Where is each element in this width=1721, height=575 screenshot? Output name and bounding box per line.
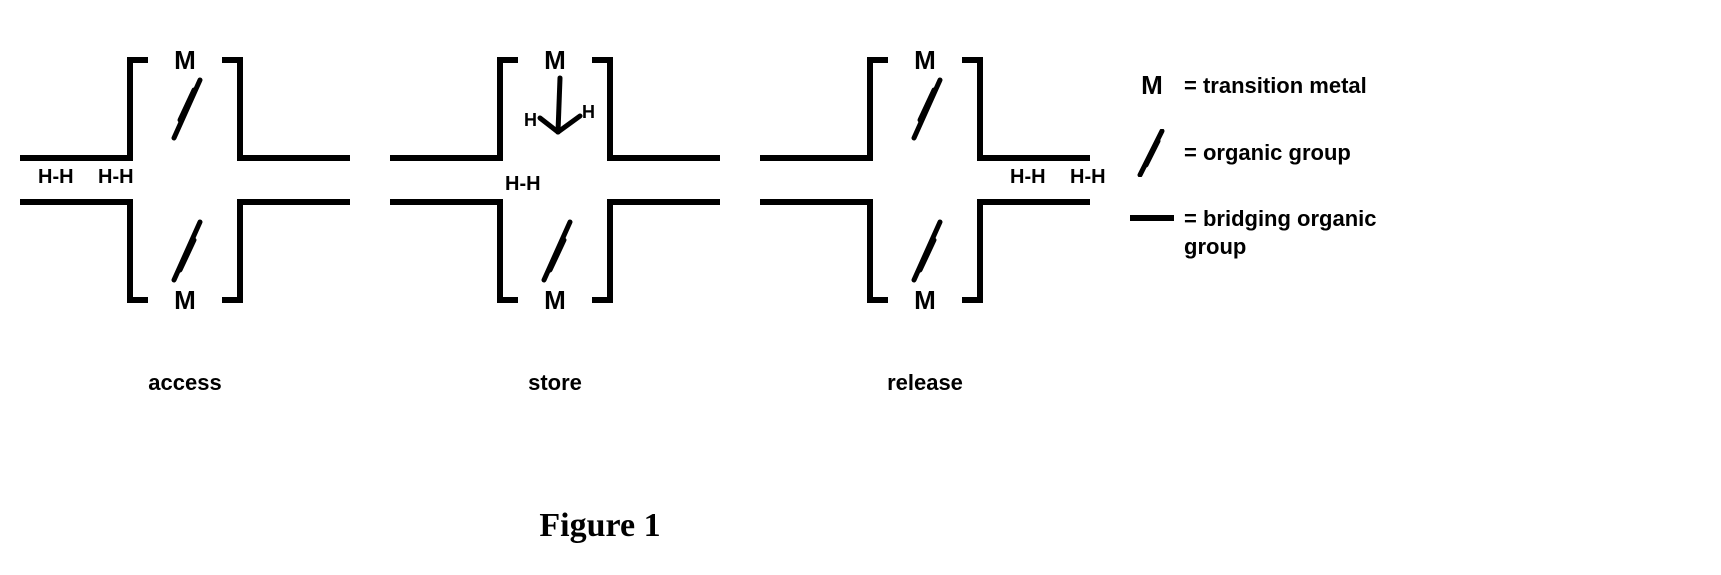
legend: M = transition metal = organic group = b… bbox=[1130, 70, 1424, 260]
diagram-release: M M H-H H-H bbox=[760, 20, 1090, 340]
panel-access: M M H-H H-H bbox=[20, 20, 350, 396]
legend-M-symbol: M bbox=[1130, 70, 1174, 101]
legend-bridge-row: = bridging organic group bbox=[1130, 205, 1424, 260]
caption-access: access bbox=[148, 370, 221, 396]
panel-store: M M H H bbox=[390, 20, 720, 396]
figure-container: M M H-H H-H bbox=[20, 20, 1701, 396]
legend-bridge-label: = bridging organic group bbox=[1184, 205, 1424, 260]
caption-release: release bbox=[887, 370, 963, 396]
M-top-label: M bbox=[544, 45, 566, 75]
hh-molecule: H-H bbox=[1010, 166, 1046, 188]
hh-molecule: H-H bbox=[505, 173, 541, 195]
M-bot-label: M bbox=[174, 285, 196, 315]
h-left-label: H bbox=[524, 110, 537, 130]
figure-title: Figure 1 bbox=[0, 507, 1200, 545]
M-bot-label: M bbox=[914, 285, 936, 315]
legend-bridge-icon bbox=[1130, 215, 1174, 221]
M-top-label: M bbox=[174, 45, 196, 75]
legend-vinyl-row: = organic group bbox=[1130, 129, 1424, 177]
svg-access: M M H-H H-H bbox=[20, 20, 350, 340]
diagram-access: M M H-H H-H bbox=[20, 20, 350, 340]
svg-store: M M H H bbox=[390, 20, 720, 340]
hh-molecule: H-H bbox=[38, 166, 74, 188]
legend-vinyl-icon bbox=[1130, 129, 1174, 177]
M-bot-label: M bbox=[544, 285, 566, 315]
legend-M-row: M = transition metal bbox=[1130, 70, 1424, 101]
panel-release: M M H-H H-H release bbox=[760, 20, 1090, 396]
diagram-store: M M H H bbox=[390, 20, 720, 340]
panels-row: M M H-H H-H bbox=[20, 20, 1090, 396]
caption-store: store bbox=[528, 370, 582, 396]
hh-molecule: H-H bbox=[98, 166, 134, 188]
hh-molecule: H-H bbox=[1070, 166, 1106, 188]
legend-vinyl-label: = organic group bbox=[1184, 139, 1351, 167]
h-right-label: H bbox=[582, 102, 595, 122]
legend-M-label: = transition metal bbox=[1184, 72, 1367, 100]
M-top-label: M bbox=[914, 45, 936, 75]
svg-release: M M H-H H-H bbox=[760, 20, 1120, 340]
